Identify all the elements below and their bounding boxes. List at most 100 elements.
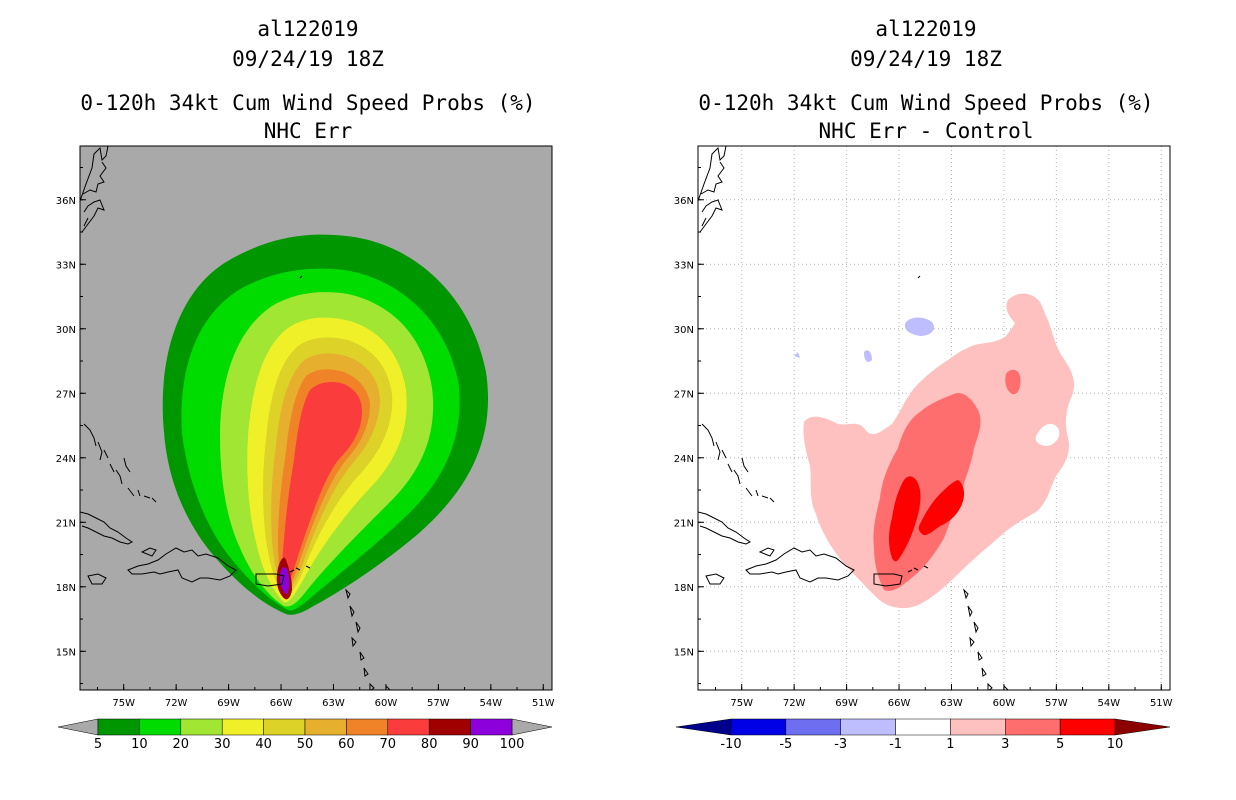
colorbar-label: 100 xyxy=(500,737,525,752)
colorbar-label: 40 xyxy=(255,737,272,752)
right-subtitle-block: 0-120h 34kt Cum Wind Speed Probs (%) NHC… xyxy=(676,88,1176,146)
lat-tick-label: 24N xyxy=(674,454,694,465)
colorbar-high-end xyxy=(511,718,553,736)
lon-tick-label: 66W xyxy=(888,698,911,709)
left-title-date: 09/24/19 18Z xyxy=(232,47,384,71)
lat-tick-label: 27N xyxy=(56,389,76,400)
colorbar-label: 10 xyxy=(131,737,148,752)
colorbar-label: 80 xyxy=(421,737,438,752)
right-title-date: 09/24/19 18Z xyxy=(850,47,1002,71)
colorbar-swatch xyxy=(139,718,182,736)
colorbar-swatch xyxy=(180,718,223,736)
lon-tick-label: 51W xyxy=(1150,698,1173,709)
lon-tick-label: 66W xyxy=(270,698,293,709)
lat-tick-label: 27N xyxy=(674,389,694,400)
colorbar-swatch xyxy=(470,718,513,736)
lat-tick-label: 18N xyxy=(56,583,76,594)
colorbar-swatch xyxy=(263,718,306,736)
left-map-frame xyxy=(79,145,553,691)
colorbar-swatch xyxy=(950,718,1006,736)
diff-contour-pos-1-patch xyxy=(1006,293,1047,337)
lon-tick-label: 72W xyxy=(165,698,188,709)
colorbar-swatch xyxy=(221,718,264,736)
right-title-block: al122019 09/24/19 18Z xyxy=(676,14,1176,74)
lat-tick-label: 30N xyxy=(56,325,76,336)
right-map-panel: 75W 72W 69W 66W 63W 60W 57W 54W 51W 36N 33N 30N 27N 2… xyxy=(674,145,1173,709)
lat-tick-label: 15N xyxy=(56,647,76,658)
lon-tick-label: 51W xyxy=(532,698,555,709)
colorbar-label: 90 xyxy=(462,737,479,752)
diff-contour-pos-3-patch xyxy=(1005,369,1021,395)
colorbar-swatch xyxy=(730,718,787,736)
left-probability-contours xyxy=(80,146,489,690)
left-title-variant: NHC Err xyxy=(263,119,353,143)
lat-tick-label: 21N xyxy=(674,518,694,529)
lat-tick-label: 33N xyxy=(56,260,76,271)
diff-contour-neg-1 xyxy=(794,317,935,362)
diff-contour-pos-5 xyxy=(889,476,921,562)
colorbar-label: 30 xyxy=(214,737,231,752)
lon-tick-label: 57W xyxy=(427,698,450,709)
colorbar-label: -10 xyxy=(720,737,741,752)
colorbar-label: 10 xyxy=(1107,737,1124,752)
colorbar-swatch xyxy=(428,718,471,736)
right-colorbar: -10 -5 -3 -1 1 3 5 10 xyxy=(675,718,1171,752)
lon-tick-label: 54W xyxy=(1098,698,1121,709)
left-axis-ticks: 75W 72W 69W 66W 63W 60W 57W 54W 51W 36N 33N 30N 27N 2… xyxy=(56,167,555,709)
left-title-block: al122019 09/24/19 18Z xyxy=(58,14,558,74)
colorbar-label: 50 xyxy=(297,737,314,752)
right-title-storm-id: al122019 xyxy=(875,17,977,41)
colorbar-label: 20 xyxy=(173,737,190,752)
colorbar-label: -5 xyxy=(779,737,792,752)
lon-tick-label: 75W xyxy=(730,698,753,709)
lon-tick-label: 63W xyxy=(940,698,963,709)
lon-tick-label: 60W xyxy=(993,698,1016,709)
colorbar-swatch xyxy=(304,718,347,736)
colorbar-label: 5 xyxy=(1056,737,1064,752)
colorbar-label: 3 xyxy=(1001,737,1009,752)
right-title-variant: NHC Err - Control xyxy=(818,119,1034,143)
lat-tick-label: 36N xyxy=(56,196,76,207)
colorbar-swatch xyxy=(346,718,389,736)
lon-tick-label: 72W xyxy=(783,698,806,709)
colorbar-label: 1 xyxy=(946,737,954,752)
right-difference-contours xyxy=(698,146,1075,690)
left-title-storm-id: al122019 xyxy=(257,17,359,41)
colorbar-label: -3 xyxy=(834,737,847,752)
colorbar-low-end xyxy=(675,718,732,736)
lon-tick-label: 63W xyxy=(322,698,345,709)
right-title-product: 0-120h 34kt Cum Wind Speed Probs (%) xyxy=(698,91,1154,115)
left-subtitle-block: 0-120h 34kt Cum Wind Speed Probs (%) NHC… xyxy=(58,88,558,146)
right-axis-ticks: 75W 72W 69W 66W 63W 60W 57W 54W 51W 36N 33N 30N 27N 2… xyxy=(674,167,1173,709)
colorbar-low-end xyxy=(57,718,99,736)
left-map-panel: 75W 72W 69W 66W 63W 60W 57W 54W 51W 36N 33N 30N 27N 2… xyxy=(56,145,555,709)
diff-contour-pos-5-b xyxy=(918,480,965,536)
lat-tick-label: 36N xyxy=(674,196,694,207)
colorbar-label: 5 xyxy=(94,737,102,752)
colorbar-high-end xyxy=(1114,718,1171,736)
colorbar-swatch xyxy=(1005,718,1061,736)
colorbar-swatch xyxy=(840,718,896,736)
lon-tick-label: 69W xyxy=(835,698,858,709)
lat-tick-label: 15N xyxy=(674,647,694,658)
lon-tick-label: 60W xyxy=(375,698,398,709)
lon-tick-label: 69W xyxy=(217,698,240,709)
colorbar-label: 60 xyxy=(338,737,355,752)
lat-tick-label: 24N xyxy=(56,454,76,465)
colorbar-swatch xyxy=(97,718,140,736)
lon-tick-label: 54W xyxy=(480,698,503,709)
right-map-frame xyxy=(697,145,1171,691)
colorbar-swatch xyxy=(387,718,430,736)
lat-tick-label: 21N xyxy=(56,518,76,529)
colorbar-swatch xyxy=(1059,718,1116,736)
lon-tick-label: 57W xyxy=(1045,698,1068,709)
left-title-product: 0-120h 34kt Cum Wind Speed Probs (%) xyxy=(80,91,536,115)
left-colorbar: 5 10 20 30 40 50 60 70 80 90 100 xyxy=(57,718,553,752)
diff-contour-hole xyxy=(1035,423,1060,446)
colorbar-label: 70 xyxy=(380,737,397,752)
colorbar-label: -1 xyxy=(889,737,902,752)
colorbar-swatch xyxy=(895,718,951,736)
colorbar-swatch xyxy=(785,718,841,736)
lon-tick-label: 75W xyxy=(112,698,135,709)
